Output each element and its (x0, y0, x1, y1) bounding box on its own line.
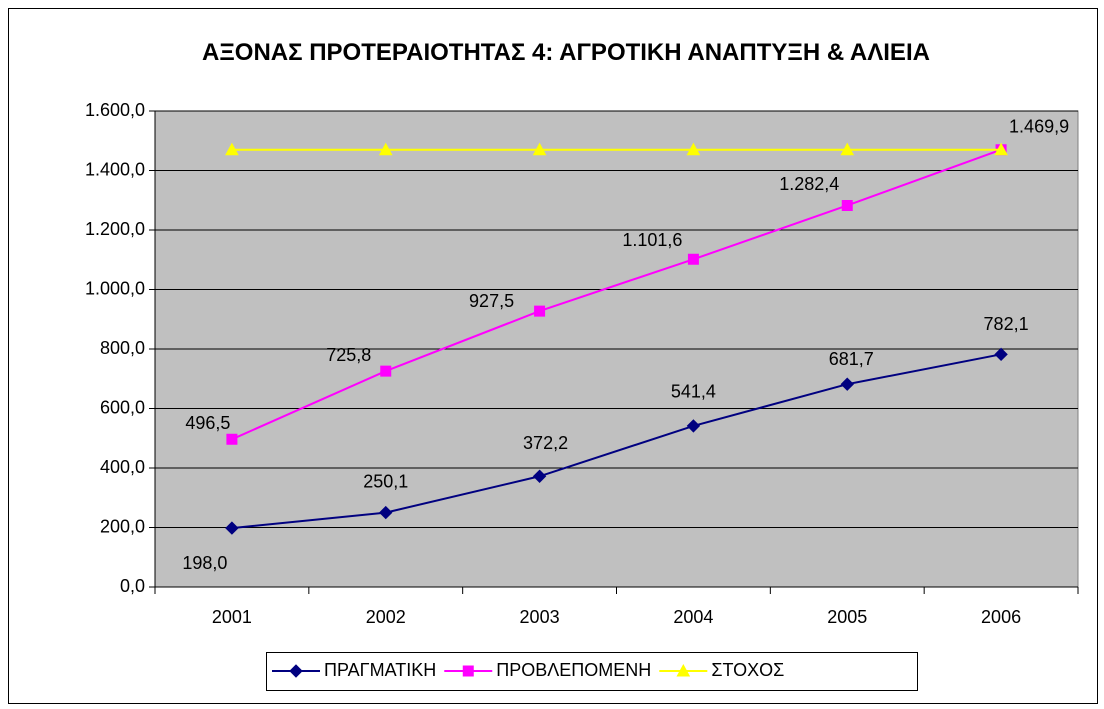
data-point (225, 142, 239, 156)
x-tick-label: 2005 (827, 607, 867, 627)
data-point (687, 253, 699, 265)
y-tick-label: 200,0 (100, 516, 145, 536)
data-point (686, 419, 701, 433)
y-tick-label: 0,0 (120, 576, 145, 596)
data-label: 372,2 (523, 433, 568, 453)
data-point (534, 305, 546, 317)
data-label: 250,1 (363, 471, 408, 491)
y-tick-label: 400,0 (100, 457, 145, 477)
data-label: 1.282,4 (779, 174, 839, 194)
data-point (532, 469, 547, 483)
y-tick-label: 1.200,0 (85, 219, 145, 239)
data-point (994, 347, 1008, 362)
series-line (231, 353, 1002, 530)
legend-box (266, 652, 918, 691)
data-label: 1.101,6 (622, 230, 682, 250)
data-label: 541,4 (671, 382, 716, 402)
y-tick-label: 800,0 (100, 338, 145, 358)
data-label: 496,5 (185, 413, 230, 433)
y-tick-label: 1.000,0 (85, 278, 145, 298)
data-point (532, 142, 547, 156)
data-point (686, 142, 701, 156)
data-label: 198,0 (182, 553, 227, 573)
x-tick-label: 2002 (366, 607, 406, 627)
y-tick-label: 600,0 (100, 397, 145, 417)
data-point (378, 142, 393, 156)
series-line (231, 148, 1002, 441)
data-point (994, 142, 1008, 156)
legend-label: ΠΡΑΓΜΑΤΙΚΗ (324, 660, 436, 680)
data-point (840, 377, 854, 391)
data-point (841, 199, 853, 211)
x-tick-label: 2006 (981, 607, 1021, 627)
data-point (379, 505, 393, 520)
data-point (380, 365, 392, 377)
legend-label: ΠΡΟΒΛΕΠΟΜΕΝΗ (496, 660, 651, 680)
legend-marker (676, 663, 691, 677)
x-tick-label: 2004 (673, 607, 713, 627)
data-point (226, 433, 238, 445)
y-tick-label: 1.400,0 (85, 159, 145, 179)
data-label: 725,8 (326, 345, 371, 365)
data-label: 681,7 (829, 349, 874, 369)
legend-label: ΣΤΟΧΟΣ (711, 660, 784, 680)
data-label: 782,1 (984, 314, 1029, 334)
x-tick-label: 2003 (520, 607, 560, 627)
legend-marker (462, 665, 474, 677)
data-label: 927,5 (469, 291, 514, 311)
data-point (225, 521, 239, 535)
legend-marker (289, 664, 303, 678)
data-label: 1.469,9 (1009, 116, 1069, 136)
y-tick-label: 1.600,0 (85, 100, 145, 120)
chart-title: ΑΞΟΝΑΣ ΠΡΟΤΕΡΑΙΟΤΗΤΑΣ 4: ΑΓΡΟΤΙΚΗ ΑΝΑΠΤΥ… (202, 39, 930, 66)
x-tick-label: 2001 (212, 607, 252, 627)
data-point (840, 142, 855, 156)
